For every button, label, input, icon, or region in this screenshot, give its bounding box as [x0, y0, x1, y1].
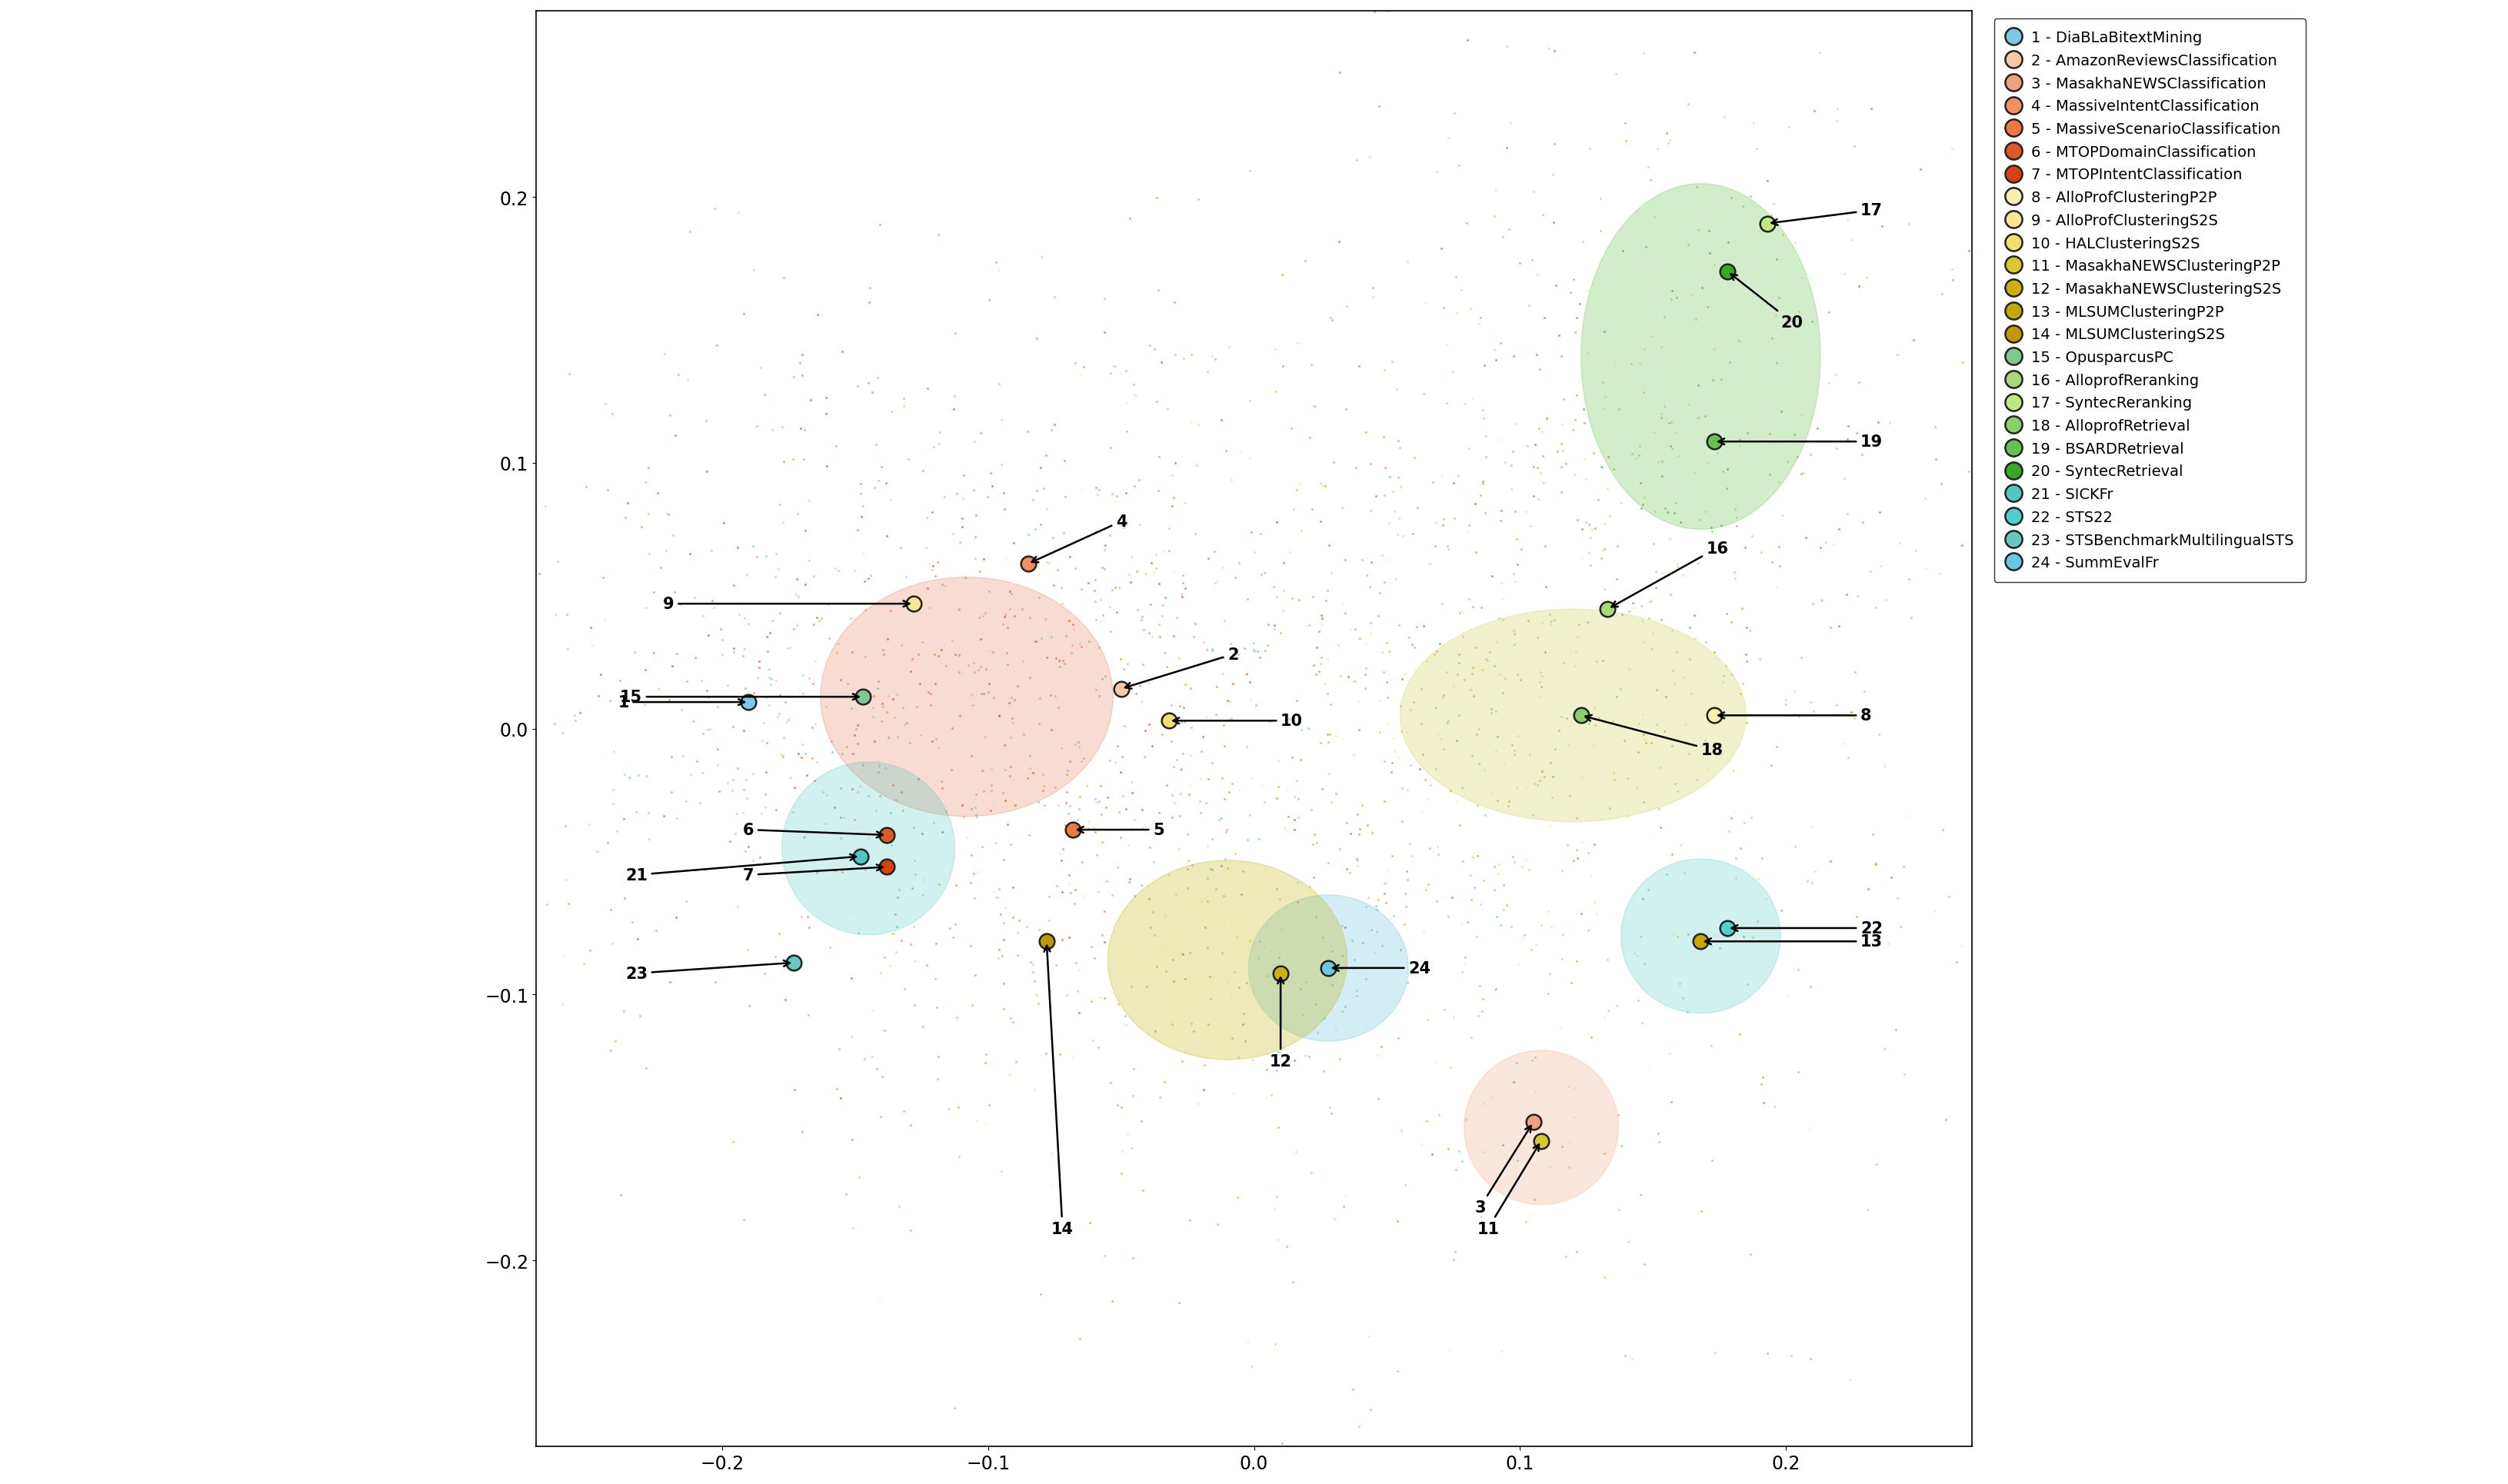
Point	[1560, 703, 1600, 727]
Point	[1053, 818, 1093, 841]
Text: 7: 7	[742, 865, 883, 883]
Text: 4: 4	[1031, 513, 1126, 562]
Point	[840, 844, 880, 868]
Text: 19: 19	[1718, 435, 1884, 450]
Text: 13: 13	[1705, 933, 1884, 950]
Text: 8: 8	[1718, 708, 1871, 723]
Text: 22: 22	[1731, 920, 1884, 936]
Ellipse shape	[1580, 184, 1821, 530]
Text: 20: 20	[1731, 275, 1803, 329]
Text: 1: 1	[617, 695, 745, 711]
Text: 2: 2	[1126, 647, 1239, 689]
Ellipse shape	[1109, 861, 1347, 1060]
Text: 5: 5	[1078, 822, 1164, 837]
Point	[1708, 917, 1748, 941]
Point	[1026, 930, 1066, 954]
Point	[1708, 260, 1748, 283]
Ellipse shape	[820, 577, 1114, 816]
Text: 3: 3	[1475, 1126, 1530, 1215]
Ellipse shape	[1249, 895, 1409, 1042]
Text: 17: 17	[1771, 203, 1884, 226]
Text: 15: 15	[619, 690, 858, 705]
Point	[843, 686, 883, 709]
Text: 6: 6	[742, 822, 883, 838]
Point	[775, 951, 815, 975]
Point	[1588, 598, 1628, 622]
Ellipse shape	[1399, 610, 1746, 822]
Text: 9: 9	[662, 597, 910, 611]
Point	[1262, 962, 1302, 985]
Point	[1008, 552, 1048, 576]
Point	[1512, 1110, 1552, 1134]
Text: 23: 23	[624, 960, 790, 981]
Ellipse shape	[1620, 859, 1781, 1014]
Text: 16: 16	[1613, 540, 1728, 607]
Text: 18: 18	[1585, 715, 1723, 758]
Point	[1309, 956, 1349, 979]
Point	[868, 855, 908, 879]
Point	[1522, 1129, 1562, 1153]
Ellipse shape	[1465, 1051, 1618, 1205]
Point	[1101, 677, 1141, 700]
Text: 12: 12	[1269, 978, 1292, 1068]
Text: 10: 10	[1174, 714, 1302, 729]
Text: 14: 14	[1043, 945, 1073, 1236]
Legend: 1 - DiaBLaBitextMining, 2 - AmazonReviewsClassification, 3 - MasakhaNEWSClassifi: 1 - DiaBLaBitextMining, 2 - AmazonReview…	[1994, 19, 2305, 582]
Text: 24: 24	[1332, 960, 1430, 976]
Point	[730, 690, 770, 714]
Point	[893, 592, 933, 616]
Point	[1693, 703, 1733, 727]
Point	[1748, 212, 1788, 236]
Text: 21: 21	[624, 855, 855, 883]
Text: 11: 11	[1477, 1144, 1540, 1236]
Point	[1680, 930, 1720, 954]
Point	[1693, 430, 1733, 454]
Point	[1149, 709, 1189, 733]
Ellipse shape	[782, 763, 956, 935]
Point	[868, 824, 908, 847]
